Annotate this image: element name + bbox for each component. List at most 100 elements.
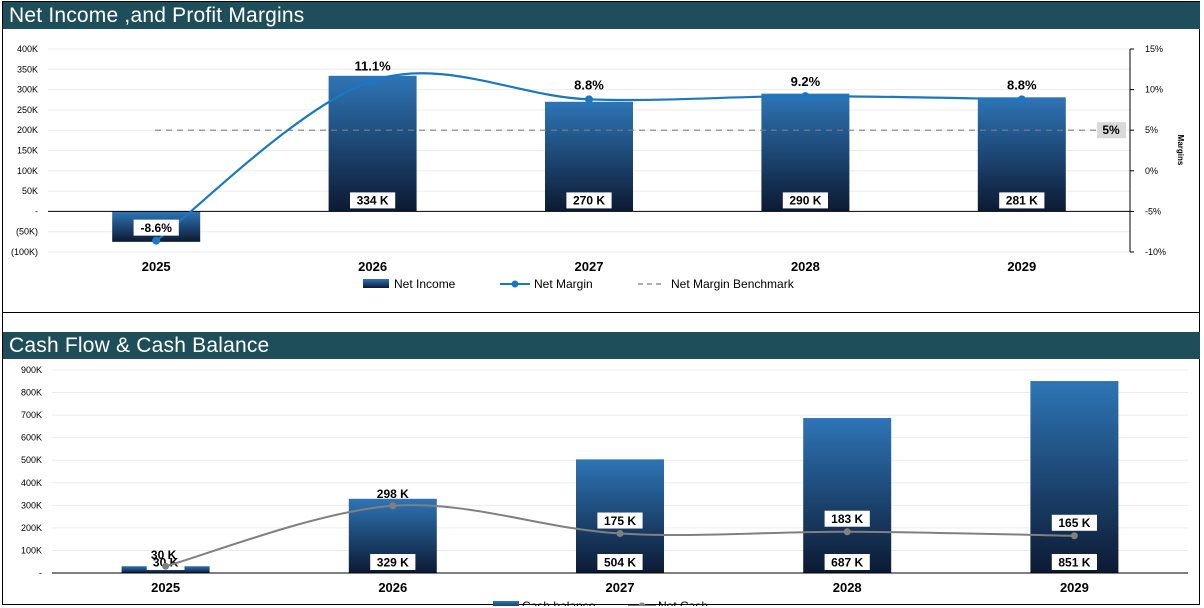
- legend-label-net-income: Net Income: [394, 277, 456, 291]
- y-right-tick-label: -5%: [1145, 206, 1161, 216]
- bar-net-income: [761, 93, 850, 212]
- y-right-tick-label: -10%: [1145, 247, 1166, 257]
- bar-net-income: [328, 75, 417, 212]
- y-left-tick-label: 400K: [17, 44, 38, 54]
- net-cash-point: [1070, 532, 1078, 540]
- net-cash-label: 298 K: [377, 487, 409, 501]
- bar-value-label: 851 K: [1058, 555, 1090, 569]
- x-tick-label: 2027: [575, 259, 604, 274]
- x-tick-label: 2029: [1060, 580, 1089, 595]
- net-cash-point: [389, 502, 397, 510]
- y-left-tick-label: 700K: [21, 410, 42, 420]
- legend-marker-net-cash: [638, 602, 646, 606]
- y-left-tick-label: 400K: [21, 478, 42, 488]
- net-margin-point: [801, 92, 810, 101]
- bar-value-label-bg: [824, 554, 870, 570]
- bar-value-label-bg: [146, 554, 185, 570]
- x-tick-label: 2025: [151, 580, 180, 595]
- legend-label-net-margin: Net Margin: [534, 277, 593, 291]
- y-right-tick-label: 0%: [1145, 166, 1158, 176]
- legend-label-net-cash: Net Cash: [658, 599, 708, 606]
- bar-cash-balance: [1030, 381, 1119, 573]
- y-left-tick-label: 100K: [21, 545, 42, 555]
- net-margin-point: [368, 76, 377, 85]
- legend-swatch-net-income: [363, 279, 389, 288]
- y-left-tick-label: 250K: [17, 105, 38, 115]
- net-margin-label: -8.6%: [141, 221, 173, 235]
- net-cash-point: [162, 562, 170, 570]
- y-left-tick-label: 900K: [21, 365, 42, 375]
- y-right-axis-label: Margins: [1176, 135, 1185, 166]
- x-tick-label: 2026: [378, 580, 407, 595]
- y-left-tick-label: 100K: [17, 166, 38, 176]
- net-margin-point: [1017, 95, 1026, 104]
- net-margin-point: [585, 95, 593, 104]
- y-left-tick-label: 300K: [17, 85, 38, 95]
- bar-value-label: 334 K: [357, 194, 389, 208]
- net-cash-label: 30 K: [151, 548, 177, 562]
- x-tick-label: 2026: [358, 259, 387, 274]
- cash-flow-chart: - 100K 200K 300K 400K 500K 600K 700K 800K 900K 30 …: [21, 365, 1188, 606]
- y-left-tick-label: 600K: [21, 433, 42, 443]
- net-cash-label: 165 K: [1058, 516, 1090, 530]
- net-cash-point: [843, 528, 851, 536]
- net-margin-label: 8.8%: [574, 77, 604, 92]
- net-cash-label: 183 K: [831, 512, 863, 526]
- bar-value-label-bg: [999, 192, 1045, 209]
- net-income-chart: (100K) (50K) - 50K 100K 150K 200K 250K 300K 350K 4…: [11, 44, 1185, 291]
- net-margin-point: [152, 236, 161, 245]
- bar-value-label-bg: [566, 192, 612, 209]
- x-tick-label: 2028: [791, 259, 820, 274]
- y-right-tick-label: 15%: [1145, 44, 1163, 54]
- bar-value-label-bg: [782, 192, 828, 209]
- y-left-tick-label: -: [39, 568, 42, 578]
- bar-value-label-bg: [597, 554, 643, 570]
- legend-marker-net-margin: [511, 280, 519, 288]
- legend-label-benchmark: Net Margin Benchmark: [671, 277, 795, 291]
- panel-title-cash-flow: Cash Flow & Cash Balance: [3, 332, 1200, 359]
- net-margin-label: 9.2%: [791, 74, 821, 89]
- bar-value-label: 687 K: [831, 555, 863, 569]
- net-cash-label-bg: [1051, 514, 1097, 531]
- y-right-tick-label: 10%: [1145, 85, 1163, 95]
- y-left-tick-label: 350K: [17, 64, 38, 74]
- y-left-tick-label: 200K: [21, 523, 42, 533]
- net-margin-line: [155, 72, 1022, 242]
- net-cash-label-bg: [824, 510, 870, 527]
- benchmark-label: 5%: [1102, 123, 1120, 137]
- bar-net-income: [977, 97, 1066, 212]
- net-margin-label: 11.1%: [355, 59, 392, 74]
- panel-title-net-income: Net Income ,and Profit Margins: [3, 2, 1200, 29]
- y-left-tick-label: (50K): [16, 227, 38, 237]
- x-tick-label: 2027: [606, 580, 635, 595]
- bar-value-label: 30 K: [153, 555, 179, 569]
- panel-separator: [2, 312, 1200, 313]
- y-right-tick-label: 5%: [1145, 125, 1158, 135]
- y-left-tick-label: 200K: [17, 125, 38, 135]
- net-cash-point: [616, 530, 624, 538]
- y-left-tick-label: (100K): [11, 247, 38, 257]
- bar-cash-balance: [803, 418, 892, 573]
- bar-value-label-bg: [350, 192, 396, 209]
- x-tick-label: 2025: [142, 259, 171, 274]
- y-left-tick-label: 150K: [17, 146, 38, 156]
- y-left-tick-label: -: [35, 206, 38, 216]
- y-left-tick-label: 300K: [21, 500, 42, 510]
- bar-value-label: 281 K: [1006, 194, 1038, 208]
- bar-value-label-bg: [370, 554, 416, 570]
- net-cash-label-bg: [597, 512, 643, 529]
- net-cash-label: 175 K: [604, 514, 636, 528]
- y-left-tick-label: 800K: [21, 388, 42, 398]
- net-margin-label-bg: [133, 219, 179, 236]
- benchmark-label-bg: [1097, 122, 1126, 139]
- x-tick-label: 2029: [1007, 259, 1036, 274]
- legend-label-cash-balance: Cash balance: [522, 599, 596, 606]
- bar-value-label-bg: [1051, 554, 1097, 570]
- bar-value-label: 329 K: [377, 555, 409, 569]
- x-tick-label: 2028: [833, 580, 862, 595]
- net-margin-label: 8.8%: [1007, 77, 1037, 92]
- bar-value-label: 504 K: [604, 555, 636, 569]
- legend-swatch-cash-balance: [493, 601, 519, 606]
- bar-value-label: 270 K: [573, 194, 605, 208]
